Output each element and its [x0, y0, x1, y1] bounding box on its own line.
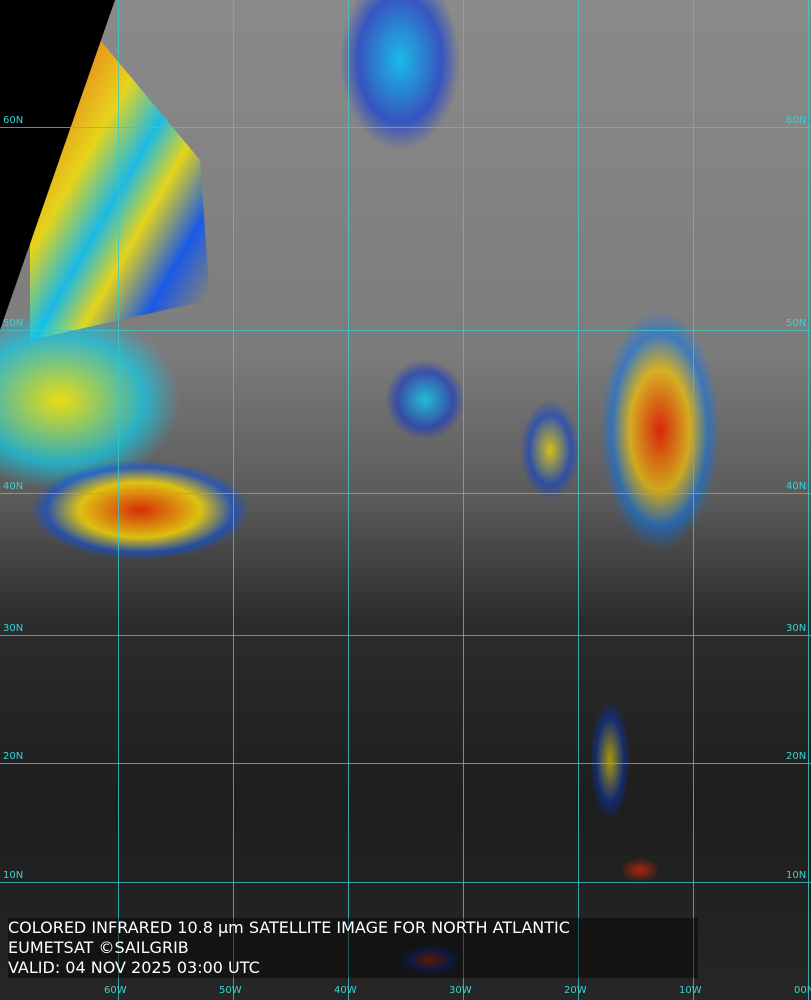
- longitude-label: 50W: [219, 985, 242, 996]
- latitude-line: [0, 330, 811, 331]
- latitude-label-left: 50N: [3, 318, 24, 329]
- latitude-line: [0, 493, 811, 494]
- latitude-label-right: 60N: [786, 115, 807, 126]
- latitude-line: [0, 882, 811, 883]
- longitude-line: [808, 0, 809, 1000]
- longitude-line: [118, 0, 119, 1000]
- caption-source: EUMETSAT ©SAILGRIB: [8, 938, 189, 957]
- latitude-label-left: 10N: [3, 870, 24, 881]
- latitude-label-left: 20N: [3, 751, 24, 762]
- longitude-label: 60W: [104, 985, 127, 996]
- caption-title: COLORED INFRARED 10.8 µm SATELLITE IMAGE…: [8, 918, 570, 937]
- latitude-label-left: 30N: [3, 623, 24, 634]
- latitude-label-right: 50N: [786, 318, 807, 329]
- longitude-label: 20W: [564, 985, 587, 996]
- longitude-label: 00N: [794, 985, 811, 996]
- longitude-line: [693, 0, 694, 1000]
- latitude-label-right: 30N: [786, 623, 807, 634]
- latitude-label-left: 60N: [3, 115, 24, 126]
- latitude-label-right: 40N: [786, 481, 807, 492]
- latitude-label-left: 40N: [3, 481, 24, 492]
- longitude-label: 30W: [449, 985, 472, 996]
- latitude-line: [0, 763, 811, 764]
- longitude-line: [348, 0, 349, 1000]
- latitude-line: [0, 127, 811, 128]
- longitude-label: 10W: [679, 985, 702, 996]
- latitude-line: [0, 635, 811, 636]
- longitude-line: [578, 0, 579, 1000]
- latitude-label-right: 10N: [786, 870, 807, 881]
- image-caption: COLORED INFRARED 10.8 µm SATELLITE IMAGE…: [8, 918, 698, 978]
- caption-valid-time: VALID: 04 NOV 2025 03:00 UTC: [8, 958, 260, 977]
- longitude-label: 40W: [334, 985, 357, 996]
- longitude-line: [233, 0, 234, 1000]
- latitude-label-right: 20N: [786, 751, 807, 762]
- longitude-line: [463, 0, 464, 1000]
